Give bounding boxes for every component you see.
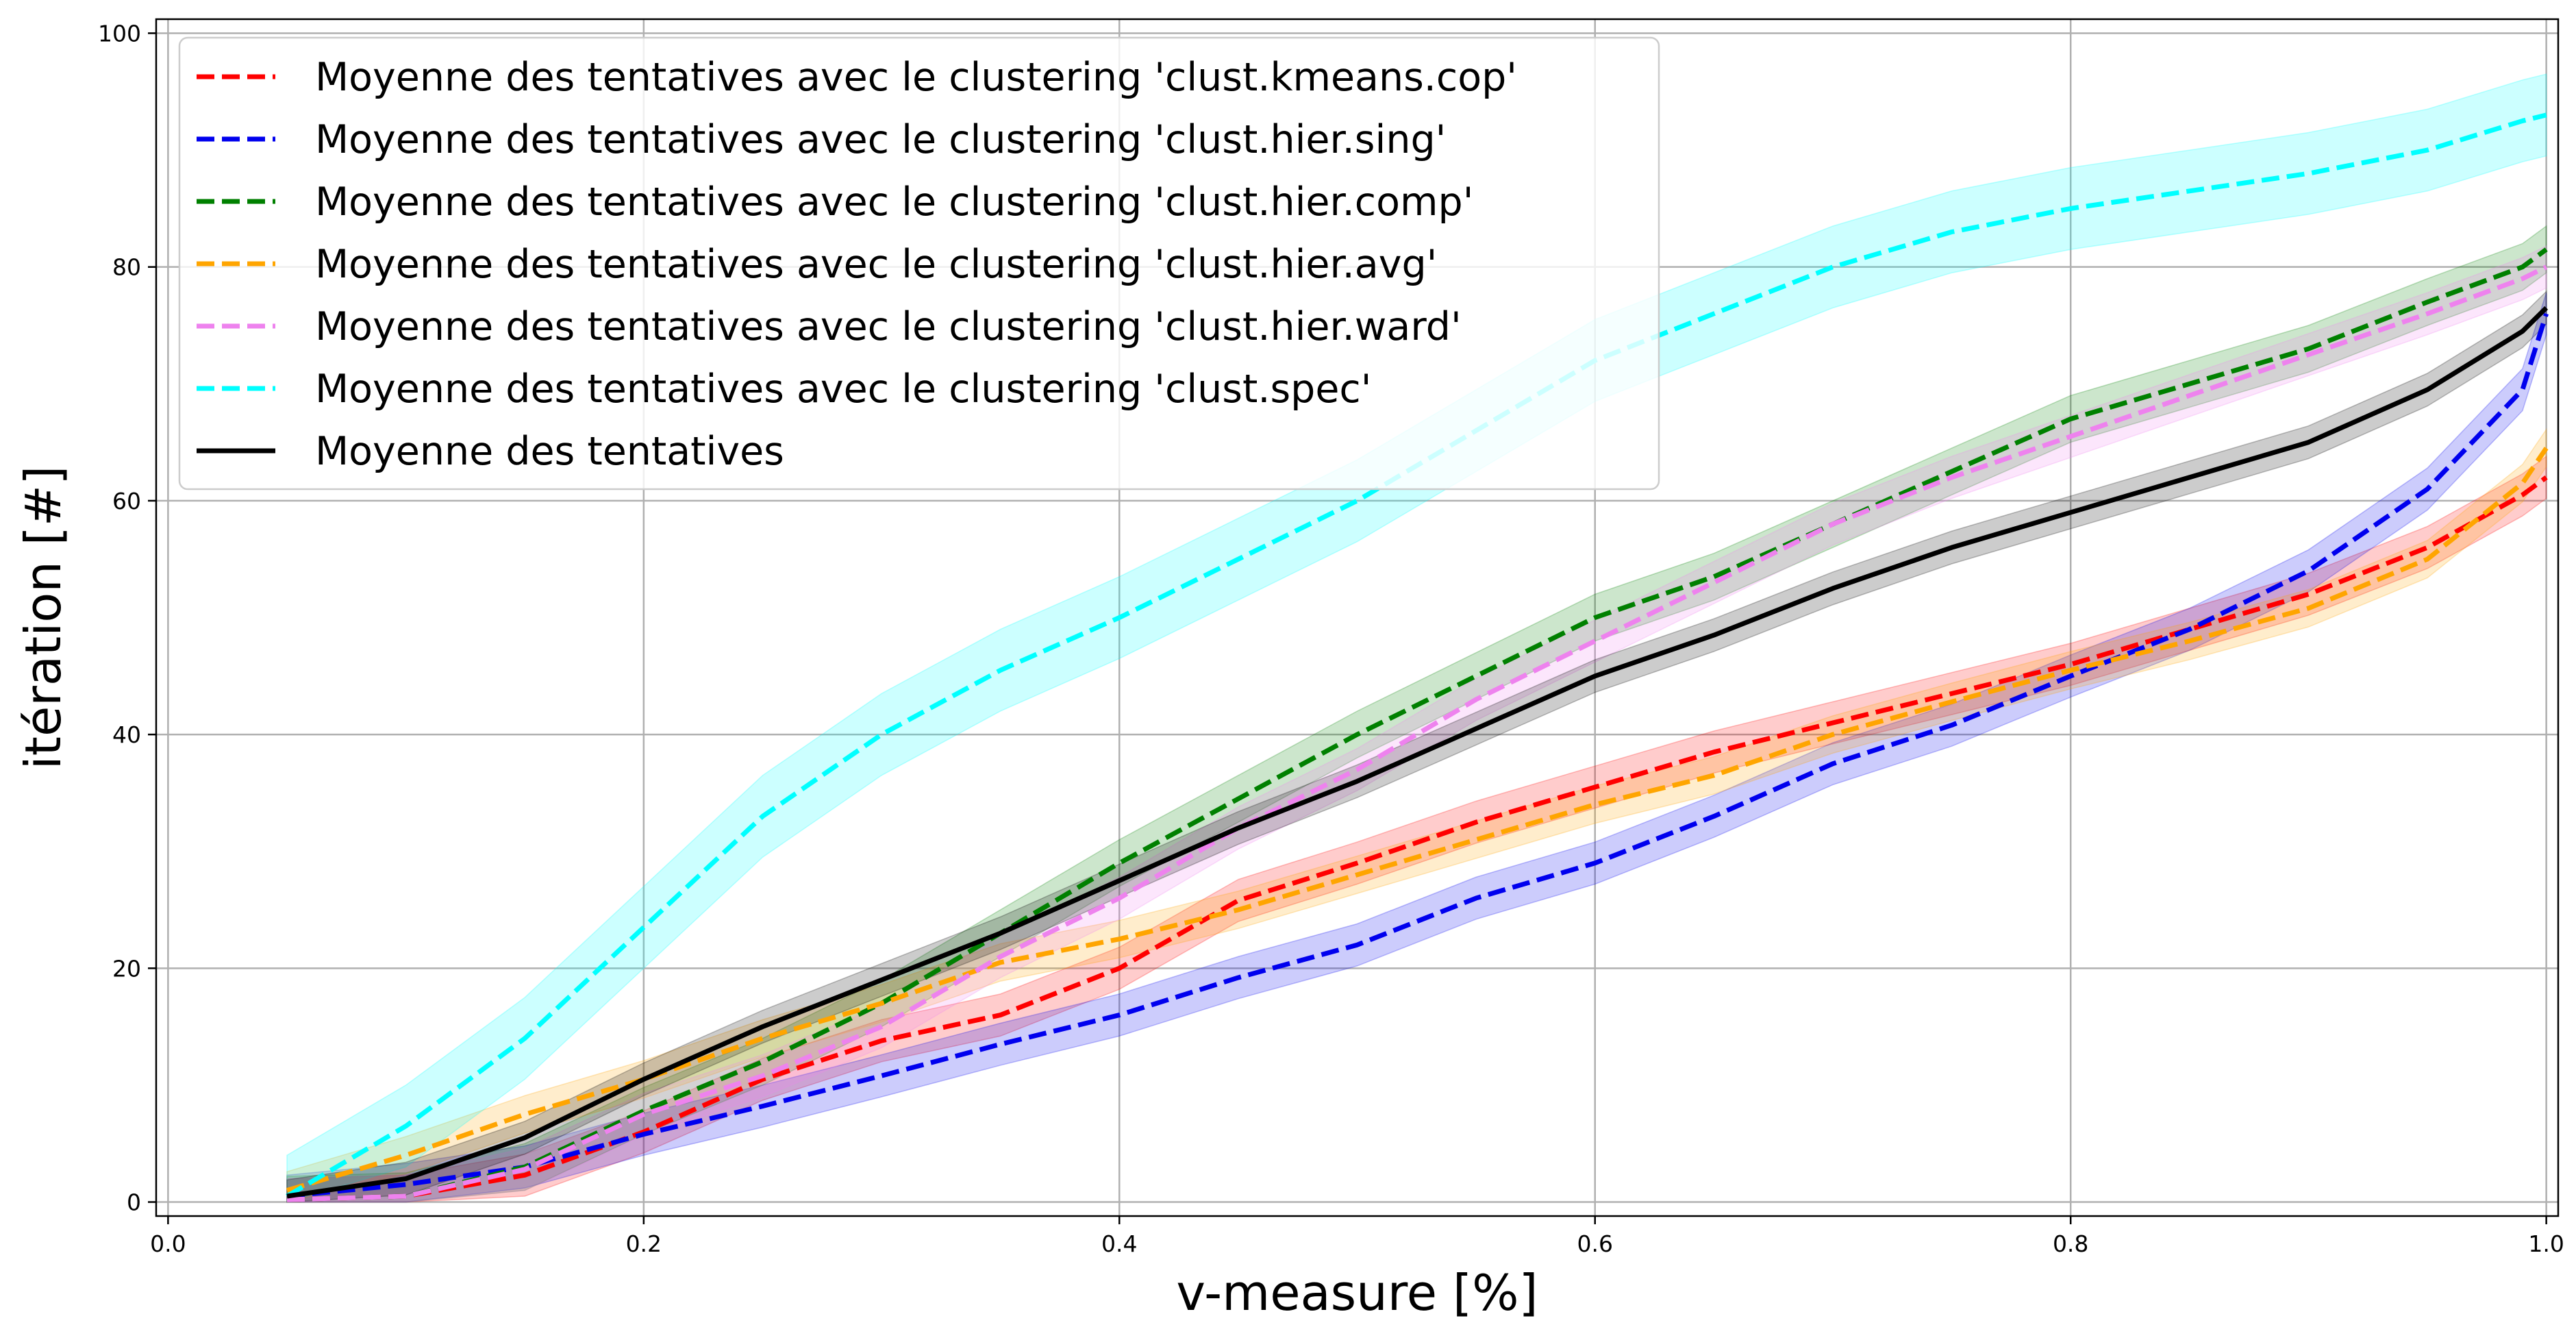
- line-series-5: [286, 264, 2548, 1202]
- y-tick-label: 40: [112, 721, 141, 748]
- legend-label-6: Moyenne des tentatives avec le clusterin…: [315, 367, 1371, 412]
- legend-label-5: Moyenne des tentatives avec le clusterin…: [315, 304, 1462, 349]
- band-series-6: [286, 73, 2547, 1203]
- band-series-2: [286, 292, 2547, 1203]
- y-axis-label: itération [#]: [14, 466, 72, 770]
- line-series-4: [286, 447, 2549, 1193]
- legend-label-7: Moyenne des tentatives: [315, 429, 784, 474]
- band-series-5: [286, 245, 2547, 1203]
- legend-label-2: Moyenne des tentatives avec le clusterin…: [315, 117, 1446, 162]
- x-tick-label: 0.8: [2053, 1230, 2088, 1257]
- x-tick-label: 0.0: [150, 1230, 186, 1257]
- x-tick-label: 0.4: [1101, 1230, 1137, 1257]
- legend-box: [178, 36, 1660, 491]
- y-tick-label: 80: [112, 254, 141, 281]
- line-series-2: [286, 312, 2549, 1199]
- band-series-7: [286, 290, 2547, 1203]
- line-series-7: [286, 306, 2549, 1199]
- plot-frame: [155, 18, 2560, 1217]
- y-tick-label: 20: [112, 955, 141, 982]
- line-series-3: [286, 247, 2548, 1202]
- x-tick-label: 0.2: [626, 1230, 662, 1257]
- line-series-1: [286, 475, 2548, 1202]
- legend-label-1: Moyenne des tentatives avec le clusterin…: [315, 55, 1517, 100]
- y-tick-label: 100: [98, 20, 141, 47]
- y-tick-label: 0: [127, 1189, 141, 1216]
- x-axis-label: v-measure [%]: [1176, 1264, 1538, 1322]
- legend: Moyenne des tentatives avec le clusterin…: [178, 36, 1660, 491]
- y-tick-label: 60: [112, 488, 141, 515]
- x-tick-label: 1.0: [2528, 1230, 2564, 1257]
- legend-label-4: Moyenne des tentatives avec le clusterin…: [315, 242, 1437, 287]
- legend-label-3: Moyenne des tentatives avec le clusterin…: [315, 179, 1473, 225]
- band-series-1: [286, 455, 2547, 1203]
- confidence-bands: [286, 73, 2547, 1203]
- axis-ticks: 0.0 0.2 0.4 0.6 0.8 1.0 0 20 40 60 80 100: [98, 20, 2564, 1257]
- x-tick-label: 0.6: [1577, 1230, 1612, 1257]
- band-series-4: [286, 428, 2547, 1203]
